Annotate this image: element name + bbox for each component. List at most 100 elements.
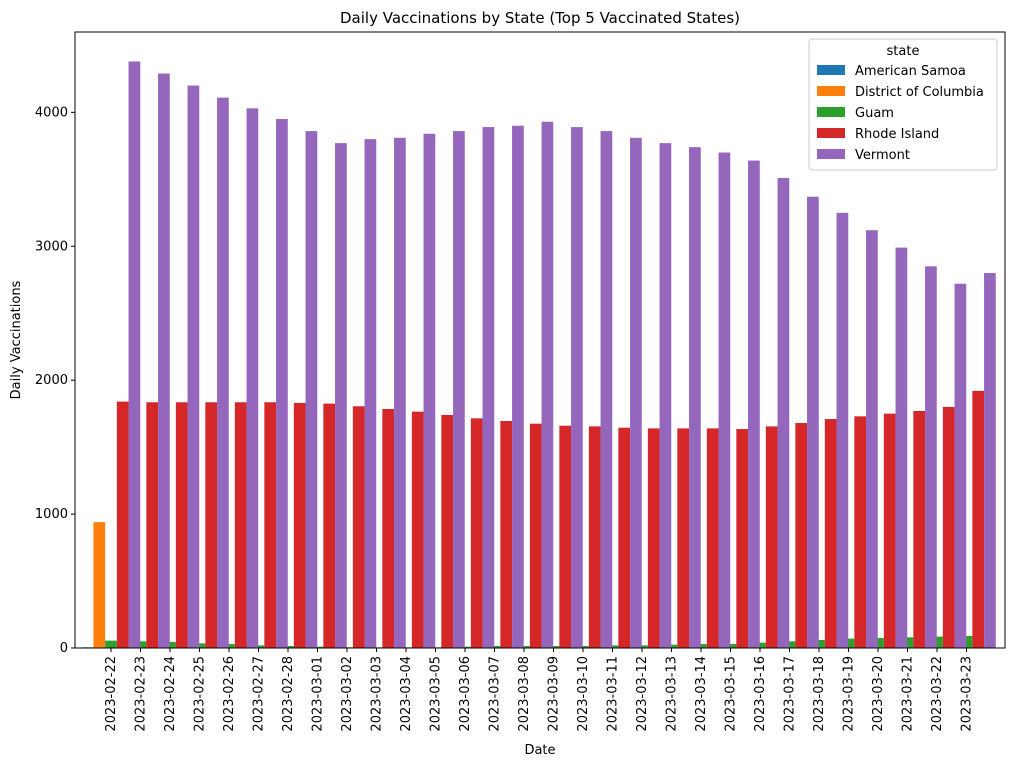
bar (459, 646, 471, 648)
x-tick-label: 2023-03-08 (517, 656, 532, 732)
bar (954, 283, 967, 648)
bar (205, 402, 218, 648)
bar (500, 421, 513, 648)
bar (252, 645, 265, 648)
chart-title: Daily Vaccinations by State (Top 5 Vacci… (340, 9, 740, 27)
x-tick-label: 2023-03-21 (901, 656, 916, 732)
x-tick-label: 2023-03-01 (311, 656, 326, 732)
bar (547, 645, 560, 648)
bar (842, 638, 855, 648)
x-tick-label: 2023-03-02 (340, 656, 355, 732)
bar (913, 410, 926, 648)
bar (659, 143, 672, 648)
bar (931, 636, 943, 648)
bar (925, 266, 937, 648)
x-tick-label: 2023-02-25 (193, 656, 208, 732)
bar (512, 125, 524, 648)
bar (883, 413, 896, 648)
bar (795, 423, 808, 648)
bar (335, 143, 347, 648)
bar (618, 427, 631, 648)
y-tick-label: 1000 (35, 507, 68, 522)
x-tick-label: 2023-03-09 (547, 656, 562, 732)
legend-label: Vermont (855, 148, 910, 163)
bar (116, 401, 129, 648)
bar (606, 645, 619, 648)
bar (689, 147, 701, 648)
x-tick-label: 2023-03-03 (370, 656, 385, 732)
y-tick-label: 4000 (35, 105, 68, 120)
x-tick-label: 2023-03-06 (458, 656, 473, 732)
bar (394, 137, 406, 648)
bar (453, 131, 465, 649)
bar (364, 139, 377, 648)
x-tick-label: 2023-03-14 (694, 656, 709, 732)
bar (872, 637, 884, 648)
bar (441, 414, 454, 648)
bar (423, 133, 436, 648)
x-tick-label: 2023-03-07 (488, 656, 503, 732)
bar (282, 645, 294, 648)
bar (382, 408, 395, 648)
bar (895, 247, 908, 648)
bar (518, 645, 530, 648)
plot-frame (74, 31, 1006, 649)
bar (901, 637, 914, 648)
bar (836, 212, 849, 649)
bar (718, 152, 731, 649)
bar (942, 406, 955, 648)
bar (128, 61, 141, 648)
bar (984, 273, 996, 648)
legend-box (808, 38, 998, 171)
bar (854, 416, 867, 648)
legend-label: Rhode Island (855, 127, 939, 142)
bar (305, 131, 318, 649)
bar (105, 640, 117, 648)
bar (824, 419, 837, 648)
x-tick-label: 2023-03-17 (783, 656, 798, 732)
bar (577, 645, 589, 648)
bar (529, 423, 542, 648)
x-tick-label: 2023-02-23 (134, 656, 149, 732)
x-tick-label: 2023-03-16 (753, 656, 768, 732)
legend-label: District of Columbia (855, 85, 984, 100)
bar (264, 402, 277, 648)
bar (588, 426, 601, 648)
bar (866, 230, 878, 649)
bar (482, 127, 495, 649)
x-tick-label: 2023-03-10 (576, 656, 591, 732)
bar (134, 641, 147, 648)
x-tick-label: 2023-03-05 (429, 656, 444, 732)
legend-swatch (817, 86, 845, 96)
bar (807, 196, 819, 648)
bar (158, 73, 170, 648)
x-tick-label: 2023-02-22 (104, 656, 119, 732)
bar (630, 137, 642, 648)
y-tick-label: 2000 (35, 373, 68, 388)
bar (541, 121, 554, 648)
legend-swatch (817, 65, 845, 75)
x-axis-label: Date (524, 743, 555, 758)
bar (223, 643, 235, 648)
x-tick-label: 2023-03-11 (606, 656, 621, 732)
bar (571, 127, 583, 649)
bar (187, 85, 200, 649)
bar (777, 177, 790, 648)
x-tick-label: 2023-03-19 (842, 656, 857, 732)
bar (559, 425, 572, 648)
bar (972, 390, 985, 648)
bar (164, 641, 176, 648)
x-tick-label: 2023-03-22 (930, 656, 945, 732)
bar (146, 402, 159, 648)
bar (783, 641, 796, 648)
legend-label: Guam (855, 106, 894, 121)
bar (754, 642, 766, 648)
bar (311, 646, 324, 648)
x-tick-label: 2023-02-26 (222, 656, 237, 732)
bar (246, 108, 259, 648)
bar (665, 644, 678, 648)
bar (93, 522, 106, 648)
bar (765, 426, 778, 648)
x-tick-label: 2023-02-24 (163, 656, 178, 732)
